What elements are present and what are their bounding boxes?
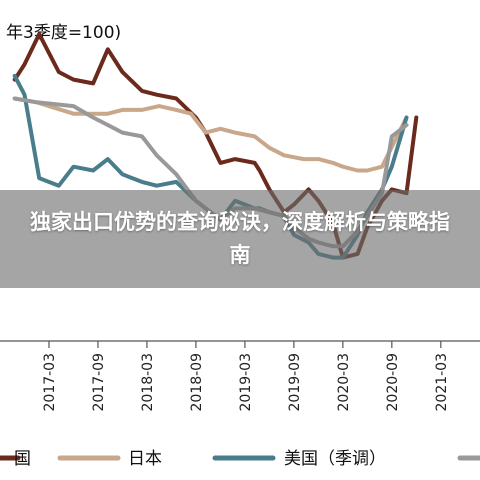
series-line-2 (12, 96, 409, 173)
x-axis-tick-labels: 2017-03 2017-09 2018-03 2018-09 2019-03 2019-… (42, 353, 450, 412)
legend-label-2: 日本 (128, 449, 162, 469)
chart-title: 年3季度=100) (6, 23, 121, 43)
x-tick-label: 2020-09 (385, 353, 401, 412)
x-tick-label: 2019-03 (238, 353, 254, 412)
x-tick-label: 2020-03 (336, 353, 352, 412)
x-axis-ticks (48, 341, 442, 348)
x-tick-label: 2018-09 (189, 353, 205, 412)
headline-banner: 独家出口优势的查询秘诀，深度解析与策略指南 (0, 190, 480, 288)
legend-label-3: 美国（季调） (284, 449, 386, 469)
x-tick-label: 2017-09 (91, 353, 107, 412)
x-tick-label: 2019-09 (287, 353, 303, 412)
x-tick-label: 2021-03 (434, 353, 450, 412)
x-tick-label: 2018-03 (140, 353, 156, 412)
x-tick-label: 2017-03 (42, 353, 58, 412)
legend: 国 日本 美国（季调） (0, 449, 480, 469)
headline-text: 独家出口优势的查询秘诀，深度解析与策略指南 (30, 210, 450, 267)
legend-label-1: 国 (14, 449, 31, 469)
